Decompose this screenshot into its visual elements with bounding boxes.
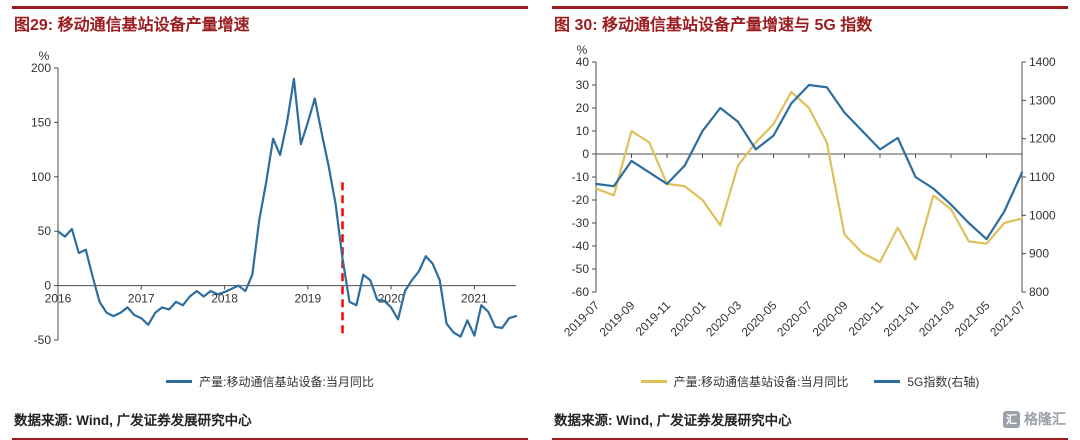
gelonghui-logo-text: 格隆汇 (1024, 411, 1066, 427)
svg-text:0: 0 (582, 147, 589, 161)
svg-text:-10: -10 (572, 170, 590, 184)
svg-text:2020-03: 2020-03 (703, 298, 744, 339)
svg-text:1200: 1200 (1029, 132, 1056, 146)
source-text-left: 数据来源: Wind, 广发证券发展研究中心 (14, 413, 252, 428)
svg-text:10: 10 (576, 124, 590, 138)
legend-left: 产量:移动通信基站设备:当月同比 (12, 368, 528, 394)
svg-text:-60: -60 (572, 285, 590, 299)
svg-text:2020-07: 2020-07 (774, 298, 815, 339)
svg-text:-50: -50 (572, 262, 590, 276)
svg-text:2021-01: 2021-01 (881, 298, 922, 339)
svg-text:2021-03: 2021-03 (916, 298, 957, 339)
source-text-right: 数据来源: Wind, 广发证券发展研究中心 (554, 413, 792, 428)
svg-text:150: 150 (31, 115, 51, 129)
svg-text:2019-11: 2019-11 (633, 298, 674, 339)
svg-text:30: 30 (576, 78, 590, 92)
svg-text:1000: 1000 (1029, 208, 1056, 222)
footer-right: 数据来源: Wind, 广发证券发展研究中心 汇 格隆汇 (552, 403, 1068, 440)
legend-line-swatch-blue (166, 379, 193, 383)
svg-text:0: 0 (44, 279, 51, 293)
svg-text:2019-09: 2019-09 (597, 298, 638, 339)
svg-text:200: 200 (31, 61, 51, 75)
svg-text:2016: 2016 (45, 292, 72, 306)
svg-text:2021-05: 2021-05 (952, 298, 993, 339)
svg-text:800: 800 (1029, 285, 1049, 299)
legend-item-output-yoy: 产量:移动通信基站设备:当月同比 (166, 373, 374, 390)
legend-right: 产量:移动通信基站设备:当月同比 5G指数(右轴) (552, 368, 1068, 394)
svg-text:2020: 2020 (378, 292, 405, 306)
legend-label: 产量:移动通信基站设备:当月同比 (673, 374, 849, 389)
svg-text:%: % (577, 43, 588, 57)
svg-text:-40: -40 (572, 239, 590, 253)
chart-title-right: 图 30: 移动通信基站设备产量增速与 5G 指数 (552, 6, 1068, 38)
svg-text:2020-09: 2020-09 (810, 298, 851, 339)
legend-line-swatch-yellow (640, 379, 667, 383)
svg-text:2020-11: 2020-11 (846, 298, 887, 339)
svg-text:2019-07: 2019-07 (561, 298, 602, 339)
legend-label: 产量:移动通信基站设备:当月同比 (199, 374, 374, 389)
svg-text:100: 100 (31, 170, 51, 184)
svg-text:20: 20 (576, 101, 590, 115)
svg-text:-30: -30 (572, 216, 590, 230)
svg-text:-50: -50 (34, 333, 52, 347)
legend-item-5g-index: 5G指数(右轴) (874, 373, 979, 390)
svg-text:2017: 2017 (128, 292, 155, 306)
svg-text:1100: 1100 (1029, 170, 1055, 184)
legend-item-output-yoy: 产量:移动通信基站设备:当月同比 (640, 373, 849, 390)
svg-text:2021-07: 2021-07 (987, 298, 1028, 339)
line-chart-right: -60 -50 -40 -30 -20 -10 0 10 20 30 40 800 900 1000 110… (561, 43, 1056, 339)
legend-label: 5G指数(右轴) (907, 374, 980, 389)
svg-text:50: 50 (38, 224, 52, 238)
panel-left: 图29: 移动通信基站设备产量增速 -50 0 50 100 150 200 2016 201… (12, 6, 528, 440)
legend-line-swatch-blue (874, 379, 901, 383)
panel-right: 图 30: 移动通信基站设备产量增速与 5G 指数 -60 -50 -40 -30 -2… (540, 0, 1080, 440)
svg-text:2019: 2019 (294, 292, 321, 306)
gelonghui-logo: 汇 格隆汇 (1003, 409, 1066, 429)
svg-text:-20: -20 (572, 193, 590, 207)
svg-text:2020-01: 2020-01 (668, 298, 709, 339)
svg-text:900: 900 (1029, 247, 1049, 261)
footer-left: 数据来源: Wind, 广发证券发展研究中心 (12, 403, 528, 440)
svg-text:1300: 1300 (1029, 93, 1056, 107)
svg-text:40: 40 (576, 55, 590, 69)
svg-text:1400: 1400 (1029, 55, 1056, 69)
svg-text:%: % (39, 49, 50, 63)
gelonghui-logo-icon: 汇 (1003, 410, 1020, 428)
svg-text:2021: 2021 (461, 292, 488, 306)
svg-text:2020-05: 2020-05 (739, 298, 780, 339)
chart-title-left: 图29: 移动通信基站设备产量增速 (12, 6, 528, 38)
